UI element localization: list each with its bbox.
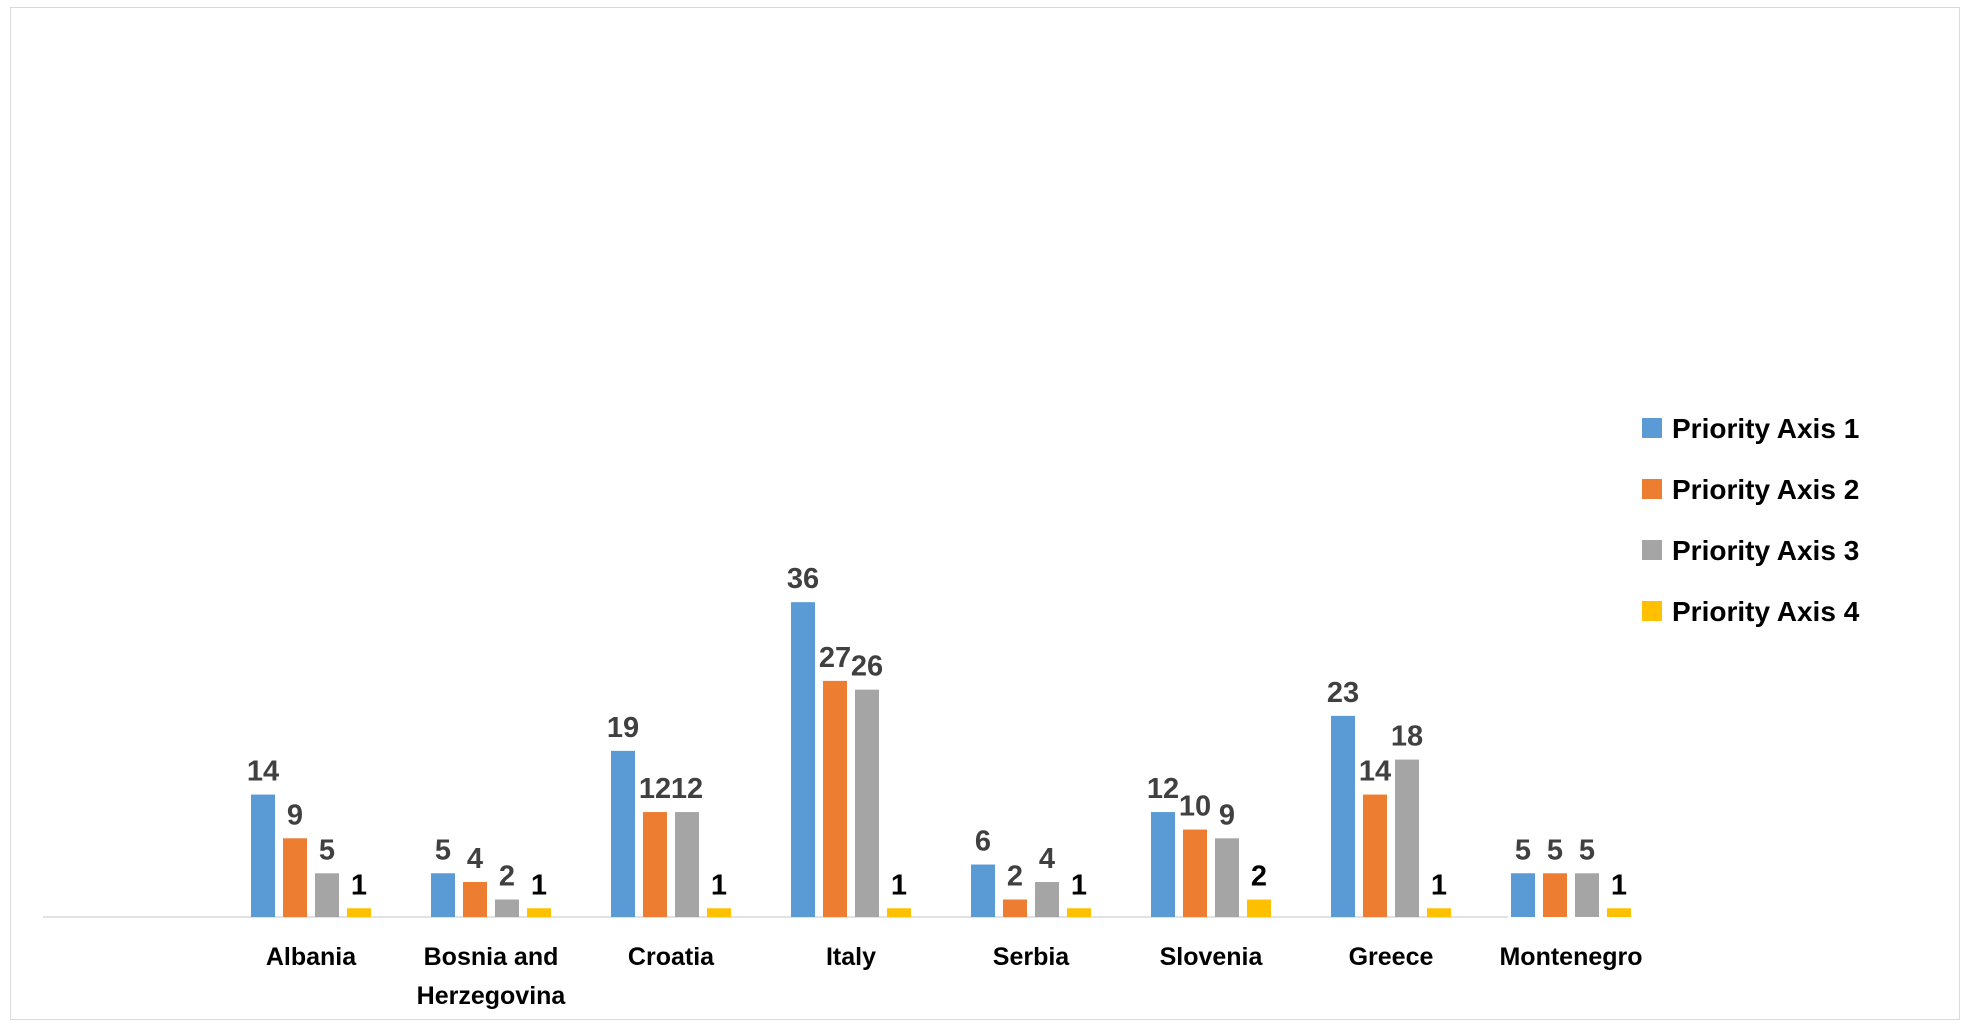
category-label-montenegro: Montenegro [1499,943,1642,971]
category-label-bosnia-and-herzegovina: Bosnia and Herzegovina [417,943,567,1010]
bar-bosnia-and-herzegovina-priority-axis-2 [463,882,487,917]
data-label-croatia-priority-axis-3: 12 [671,773,703,805]
data-label-montenegro-priority-axis-3: 5 [1579,834,1595,866]
bar-bosnia-and-herzegovina-priority-axis-3 [495,899,519,917]
data-label-slovenia-priority-axis-1: 12 [1147,773,1179,805]
data-label-albania-priority-axis-3: 5 [319,834,335,866]
bar-greece-priority-axis-2 [1363,794,1387,917]
bar-albania-priority-axis-2 [283,838,307,917]
legend-label-priority-axis-3: Priority Axis 3 [1672,535,1859,566]
data-label-slovenia-priority-axis-3: 9 [1219,799,1235,831]
data-label-serbia-priority-axis-2: 2 [1007,861,1023,893]
bar-montenegro-priority-axis-3 [1575,873,1599,917]
bar-slovenia-priority-axis-3 [1215,838,1239,917]
bar-slovenia-priority-axis-1 [1151,812,1175,917]
data-label-greece-priority-axis-3: 18 [1391,721,1423,753]
data-label-croatia-priority-axis-1: 19 [607,712,639,744]
data-label-slovenia-priority-axis-2: 10 [1179,791,1211,823]
data-label-montenegro-priority-axis-2: 5 [1547,834,1563,866]
data-label-italy-priority-axis-1: 36 [787,563,819,595]
bar-croatia-priority-axis-2 [643,812,667,917]
data-label-greece-priority-axis-1: 23 [1327,677,1359,709]
legend-swatch-priority-axis-1 [1642,418,1662,438]
bar-montenegro-priority-axis-2 [1543,873,1567,917]
data-label-serbia-priority-axis-4: 1 [1071,869,1087,901]
bar-albania-priority-axis-4 [347,908,371,917]
data-label-albania-priority-axis-4: 1 [351,869,367,901]
bar-bosnia-and-herzegovina-priority-axis-4 [527,908,551,917]
bars-group [251,602,1631,917]
bar-serbia-priority-axis-2 [1003,899,1027,917]
bar-croatia-priority-axis-1 [611,750,635,917]
bar-slovenia-priority-axis-2 [1183,829,1207,917]
data-label-bosnia-and-herzegovina-priority-axis-1: 5 [435,834,451,866]
legend-label-priority-axis-4: Priority Axis 4 [1672,596,1860,627]
data-label-bosnia-and-herzegovina-priority-axis-2: 4 [467,843,483,875]
bar-greece-priority-axis-4 [1427,908,1451,917]
chart-frame [10,7,1960,1020]
bar-montenegro-priority-axis-1 [1511,873,1535,917]
legend-swatch-priority-axis-4 [1642,601,1662,621]
bar-italy-priority-axis-4 [887,908,911,917]
bar-italy-priority-axis-2 [823,680,847,917]
data-label-bosnia-and-herzegovina-priority-axis-3: 2 [499,861,515,893]
category-label-italy: Italy [826,943,876,971]
data-label-serbia-priority-axis-1: 6 [975,826,991,858]
data-label-italy-priority-axis-2: 27 [819,642,851,674]
legend-label-priority-axis-1: Priority Axis 1 [1672,413,1859,444]
bar-serbia-priority-axis-4 [1067,908,1091,917]
bar-croatia-priority-axis-3 [675,812,699,917]
category-label-serbia: Serbia [993,943,1071,971]
legend-swatch-priority-axis-2 [1642,479,1662,499]
data-label-greece-priority-axis-4: 1 [1431,869,1447,901]
bar-greece-priority-axis-1 [1331,715,1355,917]
data-label-montenegro-priority-axis-1: 5 [1515,834,1531,866]
data-label-montenegro-priority-axis-4: 1 [1611,869,1627,901]
bar-montenegro-priority-axis-4 [1607,908,1631,917]
data-label-bosnia-and-herzegovina-priority-axis-4: 1 [531,869,547,901]
bar-albania-priority-axis-1 [251,794,275,917]
legend-label-priority-axis-2: Priority Axis 2 [1672,474,1859,505]
legend-swatch-priority-axis-3 [1642,540,1662,560]
bar-croatia-priority-axis-4 [707,908,731,917]
bar-italy-priority-axis-1 [791,602,815,917]
category-label-croatia: Croatia [628,943,715,971]
bar-bosnia-and-herzegovina-priority-axis-1 [431,873,455,917]
category-label-slovenia: Slovenia [1160,943,1264,971]
data-label-albania-priority-axis-1: 14 [247,756,279,788]
data-label-greece-priority-axis-2: 14 [1359,756,1391,788]
legend: Priority Axis 1 Priority Axis 2 Priority A… [1642,413,1860,627]
data-label-albania-priority-axis-2: 9 [287,799,303,831]
bar-slovenia-priority-axis-4 [1247,899,1271,917]
bar-greece-priority-axis-3 [1395,759,1419,917]
bar-italy-priority-axis-3 [855,689,879,917]
bar-serbia-priority-axis-1 [971,864,995,917]
data-label-italy-priority-axis-3: 26 [851,651,883,683]
bar-albania-priority-axis-3 [315,873,339,917]
data-label-italy-priority-axis-4: 1 [891,869,907,901]
bar-serbia-priority-axis-3 [1035,882,1059,917]
data-label-croatia-priority-axis-2: 12 [639,773,671,805]
category-labels-group: Albania Bosnia and Herzegovina Croatia Italy… [266,943,1643,1010]
data-label-serbia-priority-axis-3: 4 [1039,843,1055,875]
data-label-slovenia-priority-axis-4: 2 [1251,861,1267,893]
category-label-greece: Greece [1349,943,1434,971]
category-label-albania: Albania [266,943,357,971]
data-label-croatia-priority-axis-4: 1 [711,869,727,901]
